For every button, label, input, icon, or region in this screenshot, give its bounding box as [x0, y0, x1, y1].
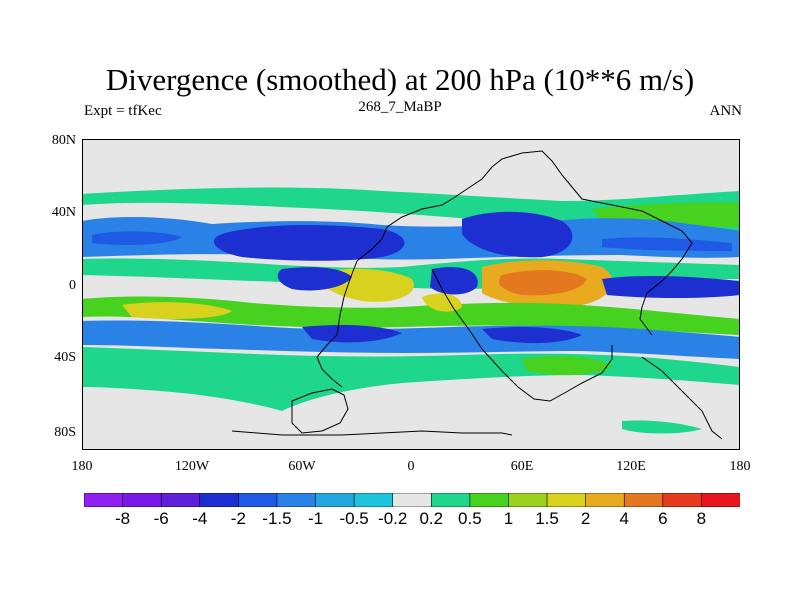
colorbar — [84, 493, 740, 507]
colorbar-swatch — [122, 493, 162, 507]
x-tick-label: 0 — [407, 459, 415, 474]
colorbar-label: -4 — [192, 509, 208, 528]
colorbar-swatch — [585, 493, 626, 507]
y-tick-label: 80N — [51, 133, 76, 148]
colorbar-label: 1 — [503, 509, 514, 528]
plot-title: Divergence (smoothed) at 200 hPa (10**6 … — [105, 62, 695, 97]
colorbar-swatch — [392, 493, 433, 507]
y-tick-label: 40S — [54, 350, 76, 365]
x-tick-label: 180 — [71, 459, 93, 474]
colorbar-label: -6 — [153, 509, 169, 528]
colorbar-swatch — [84, 493, 124, 507]
colorbar-label: -2 — [230, 509, 246, 528]
colorbar-label: 0.2 — [419, 509, 444, 528]
colorbar-label: -1.5 — [262, 509, 292, 528]
colorbar-label: -0.2 — [378, 509, 408, 528]
x-tick-label: 60E — [510, 459, 534, 474]
colorbar-label: 1.5 — [535, 509, 559, 528]
colorbar-swatch — [276, 493, 317, 507]
colorbar-label: 4 — [619, 509, 629, 528]
colorbar-swatch — [199, 493, 240, 507]
x-tick-label: 60W — [288, 459, 316, 474]
season-label: ANN — [709, 103, 743, 119]
colorbar-swatch — [546, 493, 587, 507]
run-label: 268_7_MaBP — [358, 99, 442, 115]
colorbar-swatch — [701, 493, 740, 507]
colorbar-label: 8 — [696, 509, 707, 528]
colorbar-swatch — [238, 493, 278, 507]
colorbar-label: -8 — [115, 509, 131, 528]
colorbar-swatch — [662, 493, 703, 507]
y-tick-label: 80S — [54, 425, 76, 440]
y-tick-label: 40N — [51, 205, 76, 220]
colorbar-swatch — [315, 493, 355, 507]
colorbar-label: 6 — [658, 509, 668, 528]
y-tick-label: 0 — [69, 278, 76, 293]
experiment-label: Expt = tfKec — [84, 103, 162, 119]
colorbar-label: 0.5 — [458, 509, 482, 528]
colorbar-swatch — [469, 493, 510, 507]
colorbar-label: -1 — [307, 509, 324, 528]
divergence-map — [82, 139, 740, 450]
colorbar-label: -0.5 — [339, 509, 369, 528]
colorbar-swatch — [508, 493, 548, 507]
colorbar-swatch — [623, 493, 664, 507]
x-tick-label: 120W — [174, 459, 210, 474]
colorbar-label: 2 — [580, 509, 591, 528]
x-tick-label: 180 — [729, 459, 751, 474]
colorbar-swatch — [353, 493, 394, 507]
x-tick-label: 120E — [616, 459, 646, 474]
colorbar-swatch — [160, 493, 201, 507]
colorbar-swatch — [430, 493, 471, 507]
